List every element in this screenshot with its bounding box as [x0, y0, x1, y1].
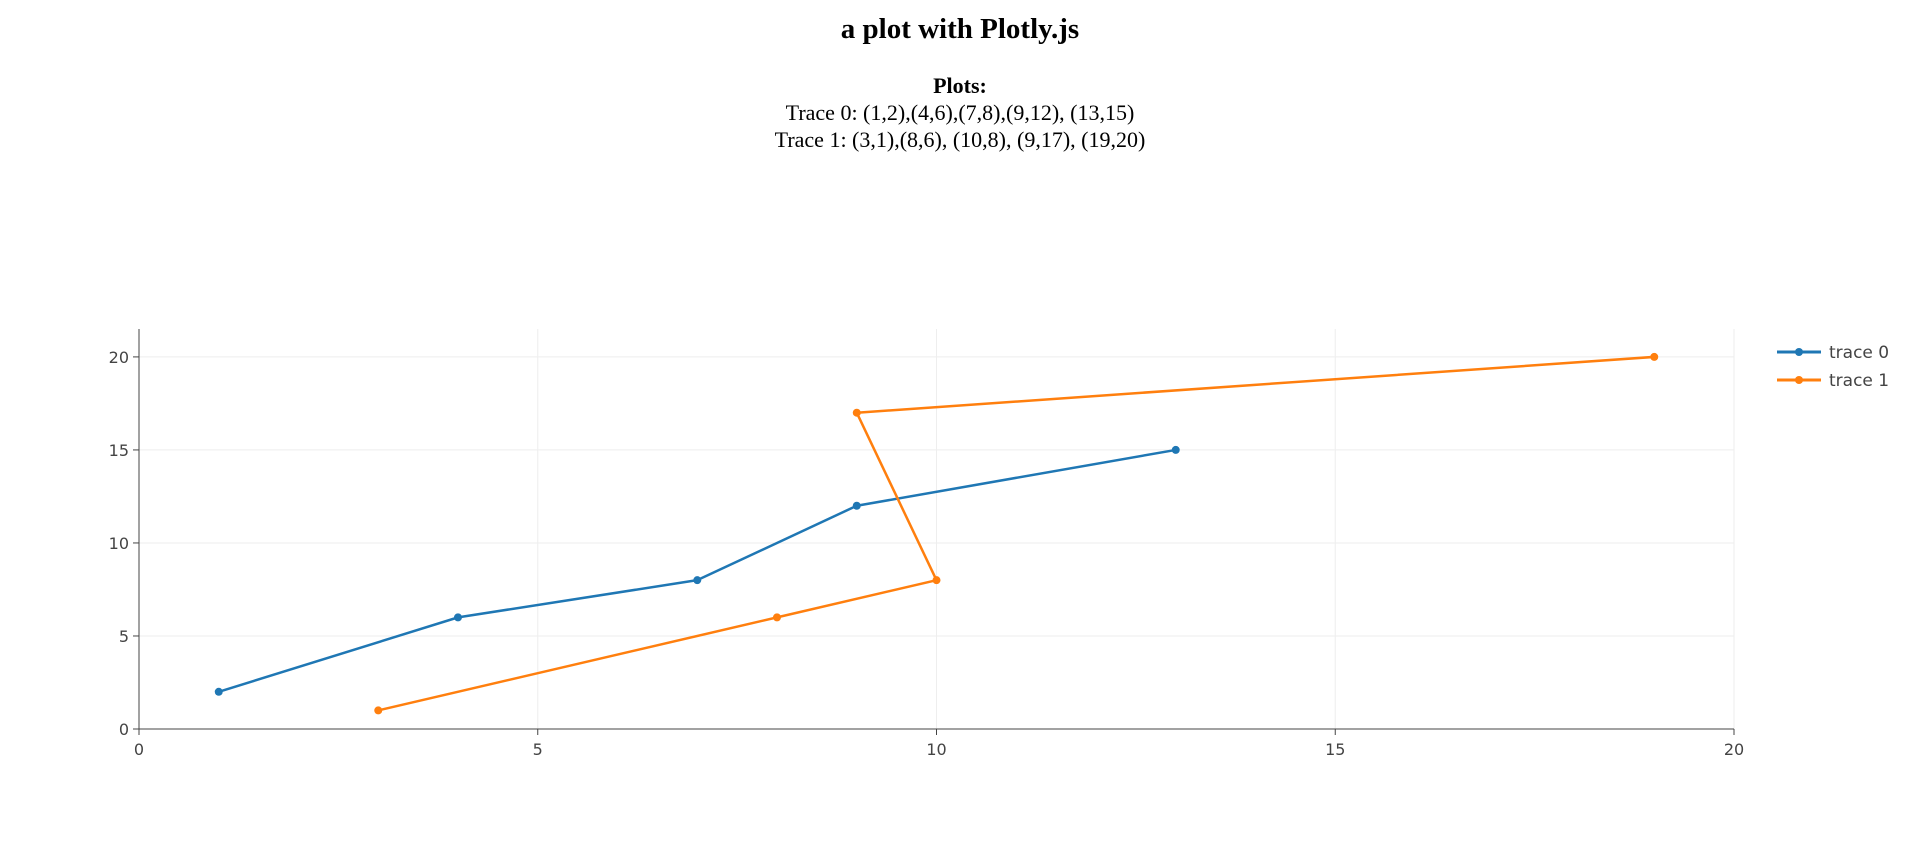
y-tick-label: 15 [109, 441, 129, 460]
x-tick-label: 5 [533, 740, 543, 759]
description-heading: Plots: [933, 73, 987, 98]
axes: 0 5 10 15 20 0 5 10 15 20 [109, 329, 1744, 759]
x-tick-label: 20 [1724, 740, 1744, 759]
series-line[interactable] [218, 448, 1176, 693]
legend-item-trace-0[interactable]: trace 0 [1777, 343, 1889, 363]
series-line[interactable] [377, 355, 1655, 712]
x-tick-label: 15 [1325, 740, 1345, 759]
series-trace-1[interactable] [374, 352, 1659, 715]
page-title: a plot with Plotly.js [840, 13, 1080, 45]
data-point[interactable] [374, 706, 383, 715]
legend-item-trace-1[interactable]: trace 1 [1777, 371, 1889, 391]
data-point[interactable] [773, 613, 781, 622]
y-tick-label: 5 [119, 627, 129, 646]
x-tick-label: 0 [134, 740, 144, 759]
data-point[interactable] [932, 576, 941, 585]
description-line-trace-1: Trace 1: (3,1),(8,6), (10,8), (9,17), (1… [774, 127, 1146, 152]
y-tick-label: 20 [109, 348, 129, 367]
y-tick-label: 10 [109, 534, 129, 553]
legend-swatch-marker [1795, 348, 1803, 356]
plot-description: Plots: Trace 0: (1,2),(4,6),(7,8),(9,12)… [0, 72, 1920, 153]
legend-swatch-marker [1795, 376, 1803, 384]
description-line-trace-0: Trace 0: (1,2),(4,6),(7,8),(9,12), (13,1… [785, 100, 1135, 125]
data-point[interactable] [693, 576, 702, 585]
data-point[interactable] [1171, 445, 1180, 454]
data-point[interactable] [214, 687, 223, 696]
y-tick-label: 0 [119, 720, 129, 739]
x-tick-label: 10 [926, 740, 946, 759]
data-point[interactable] [852, 408, 861, 417]
series-layer [214, 352, 1659, 715]
legend-label: trace 0 [1829, 343, 1889, 363]
grid-lines [139, 329, 1735, 729]
data-point[interactable] [1650, 352, 1659, 361]
legend[interactable]: trace 0 trace 1 [1777, 343, 1889, 391]
legend-label: trace 1 [1829, 371, 1889, 391]
data-point[interactable] [852, 501, 861, 510]
data-point[interactable] [454, 613, 462, 622]
series-trace-0[interactable] [214, 445, 1180, 696]
